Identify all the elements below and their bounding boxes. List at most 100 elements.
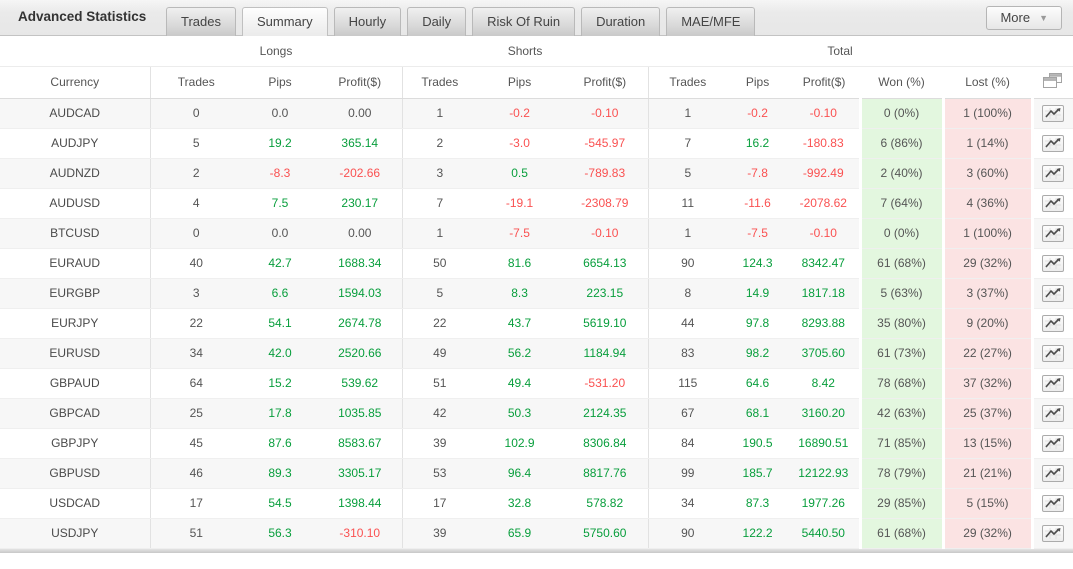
total-pips-cell: 190.5 bbox=[727, 428, 788, 458]
shorts-trades-cell: 50 bbox=[402, 248, 477, 278]
table-row: USDJPY5156.3-310.103965.95750.6090122.25… bbox=[0, 518, 1073, 548]
total-trades-cell: 83 bbox=[648, 338, 727, 368]
chart-icon[interactable] bbox=[1042, 315, 1064, 332]
total-profit-cell: 5440.50 bbox=[788, 518, 860, 548]
shorts-trades-cell: 17 bbox=[402, 488, 477, 518]
longs-profit-cell: 1688.34 bbox=[318, 248, 402, 278]
chart-icon-cell bbox=[1032, 308, 1073, 338]
chart-icon-cell bbox=[1032, 458, 1073, 488]
total-trades-cell: 90 bbox=[648, 248, 727, 278]
total-pips-cell: -0.2 bbox=[727, 98, 788, 128]
chart-icon[interactable] bbox=[1042, 375, 1064, 392]
tab-hourly[interactable]: Hourly bbox=[334, 7, 402, 36]
total-profit-cell: -2078.62 bbox=[788, 188, 860, 218]
shorts-pips-cell: 49.4 bbox=[477, 368, 562, 398]
chart-icon[interactable] bbox=[1042, 285, 1064, 302]
currency-cell: EURAUD bbox=[0, 248, 150, 278]
shorts-trades-cell: 42 bbox=[402, 398, 477, 428]
shorts-trades-cell: 51 bbox=[402, 368, 477, 398]
table-row: AUDJPY519.2365.142-3.0-545.97716.2-180.8… bbox=[0, 128, 1073, 158]
chart-icon-cell bbox=[1032, 98, 1073, 128]
longs-trades-cell: 46 bbox=[150, 458, 242, 488]
longs-profit-cell: -310.10 bbox=[318, 518, 402, 548]
shorts-trades-cell: 2 bbox=[402, 128, 477, 158]
won-cell: 0 (0%) bbox=[860, 218, 943, 248]
more-button-label: More bbox=[1000, 7, 1030, 29]
chart-icon[interactable] bbox=[1042, 405, 1064, 422]
total-trades-cell: 1 bbox=[648, 98, 727, 128]
total-profit-cell: -180.83 bbox=[788, 128, 860, 158]
longs-trades-cell: 5 bbox=[150, 128, 242, 158]
tab-daily[interactable]: Daily bbox=[407, 7, 466, 36]
tab-duration[interactable]: Duration bbox=[581, 7, 660, 36]
longs-trades-cell: 45 bbox=[150, 428, 242, 458]
chart-icon[interactable] bbox=[1042, 495, 1064, 512]
shorts-trades-cell: 39 bbox=[402, 428, 477, 458]
shorts-trades-cell: 7 bbox=[402, 188, 477, 218]
currency-cell: AUDUSD bbox=[0, 188, 150, 218]
chart-icon[interactable] bbox=[1042, 195, 1064, 212]
won-cell: 61 (68%) bbox=[860, 518, 943, 548]
chart-icon[interactable] bbox=[1042, 465, 1064, 482]
cascade-windows-icon[interactable] bbox=[1042, 73, 1063, 92]
chart-icon[interactable] bbox=[1042, 525, 1064, 542]
column-header-total-profit: Profit($) bbox=[788, 66, 860, 98]
column-header-row: Currency Trades Pips Profit($) Trades Pi… bbox=[0, 66, 1073, 98]
column-header-shorts-trades: Trades bbox=[402, 66, 477, 98]
longs-pips-cell: 87.6 bbox=[242, 428, 318, 458]
lost-cell: 25 (37%) bbox=[943, 398, 1032, 428]
more-button[interactable]: More ▼ bbox=[986, 6, 1062, 30]
chart-icon[interactable] bbox=[1042, 435, 1064, 452]
longs-profit-cell: -202.66 bbox=[318, 158, 402, 188]
currency-cell: AUDJPY bbox=[0, 128, 150, 158]
currency-cell: EURUSD bbox=[0, 338, 150, 368]
currency-cell: AUDNZD bbox=[0, 158, 150, 188]
longs-pips-cell: 89.3 bbox=[242, 458, 318, 488]
shorts-trades-cell: 5 bbox=[402, 278, 477, 308]
lost-cell: 37 (32%) bbox=[943, 368, 1032, 398]
chart-icon[interactable] bbox=[1042, 225, 1064, 242]
tab-mae-mfe[interactable]: MAE/MFE bbox=[666, 7, 755, 36]
shorts-profit-cell: 2124.35 bbox=[562, 398, 648, 428]
chart-icon[interactable] bbox=[1042, 255, 1064, 272]
shorts-profit-cell: 223.15 bbox=[562, 278, 648, 308]
chart-icon[interactable] bbox=[1042, 345, 1064, 362]
chart-icon[interactable] bbox=[1042, 105, 1064, 122]
table-row: AUDNZD2-8.3-202.6630.5-789.835-7.8-992.4… bbox=[0, 158, 1073, 188]
lost-cell: 13 (15%) bbox=[943, 428, 1032, 458]
chevron-down-icon: ▼ bbox=[1039, 14, 1048, 23]
total-pips-cell: 16.2 bbox=[727, 128, 788, 158]
advanced-statistics-panel: Advanced Statistics Trades Summary Hourl… bbox=[0, 0, 1073, 569]
longs-profit-cell: 2520.66 bbox=[318, 338, 402, 368]
chart-icon[interactable] bbox=[1042, 165, 1064, 182]
lost-cell: 21 (21%) bbox=[943, 458, 1032, 488]
total-trades-cell: 8 bbox=[648, 278, 727, 308]
chart-icon-cell bbox=[1032, 488, 1073, 518]
group-header-longs: Longs bbox=[150, 36, 402, 66]
tab-summary[interactable]: Summary bbox=[242, 7, 328, 36]
statistics-table: Longs Shorts Total Currency Trades Pips … bbox=[0, 36, 1073, 549]
chart-icon-cell bbox=[1032, 158, 1073, 188]
shorts-trades-cell: 39 bbox=[402, 518, 477, 548]
tab-trades[interactable]: Trades bbox=[166, 7, 236, 36]
shorts-pips-cell: 43.7 bbox=[477, 308, 562, 338]
tab-risk-of-ruin[interactable]: Risk Of Ruin bbox=[472, 7, 575, 36]
won-cell: 71 (85%) bbox=[860, 428, 943, 458]
lost-cell: 22 (27%) bbox=[943, 338, 1032, 368]
total-trades-cell: 44 bbox=[648, 308, 727, 338]
column-header-longs-trades: Trades bbox=[150, 66, 242, 98]
total-pips-cell: -11.6 bbox=[727, 188, 788, 218]
group-header-row: Longs Shorts Total bbox=[0, 36, 1073, 66]
lost-cell: 3 (60%) bbox=[943, 158, 1032, 188]
chart-icon[interactable] bbox=[1042, 135, 1064, 152]
table-row: EURAUD4042.71688.345081.66654.1390124.38… bbox=[0, 248, 1073, 278]
shorts-trades-cell: 3 bbox=[402, 158, 477, 188]
won-cell: 29 (85%) bbox=[860, 488, 943, 518]
longs-pips-cell: 56.3 bbox=[242, 518, 318, 548]
currency-cell: GBPJPY bbox=[0, 428, 150, 458]
total-pips-cell: 185.7 bbox=[727, 458, 788, 488]
lost-cell: 9 (20%) bbox=[943, 308, 1032, 338]
won-cell: 5 (63%) bbox=[860, 278, 943, 308]
shorts-profit-cell: -789.83 bbox=[562, 158, 648, 188]
won-cell: 35 (80%) bbox=[860, 308, 943, 338]
